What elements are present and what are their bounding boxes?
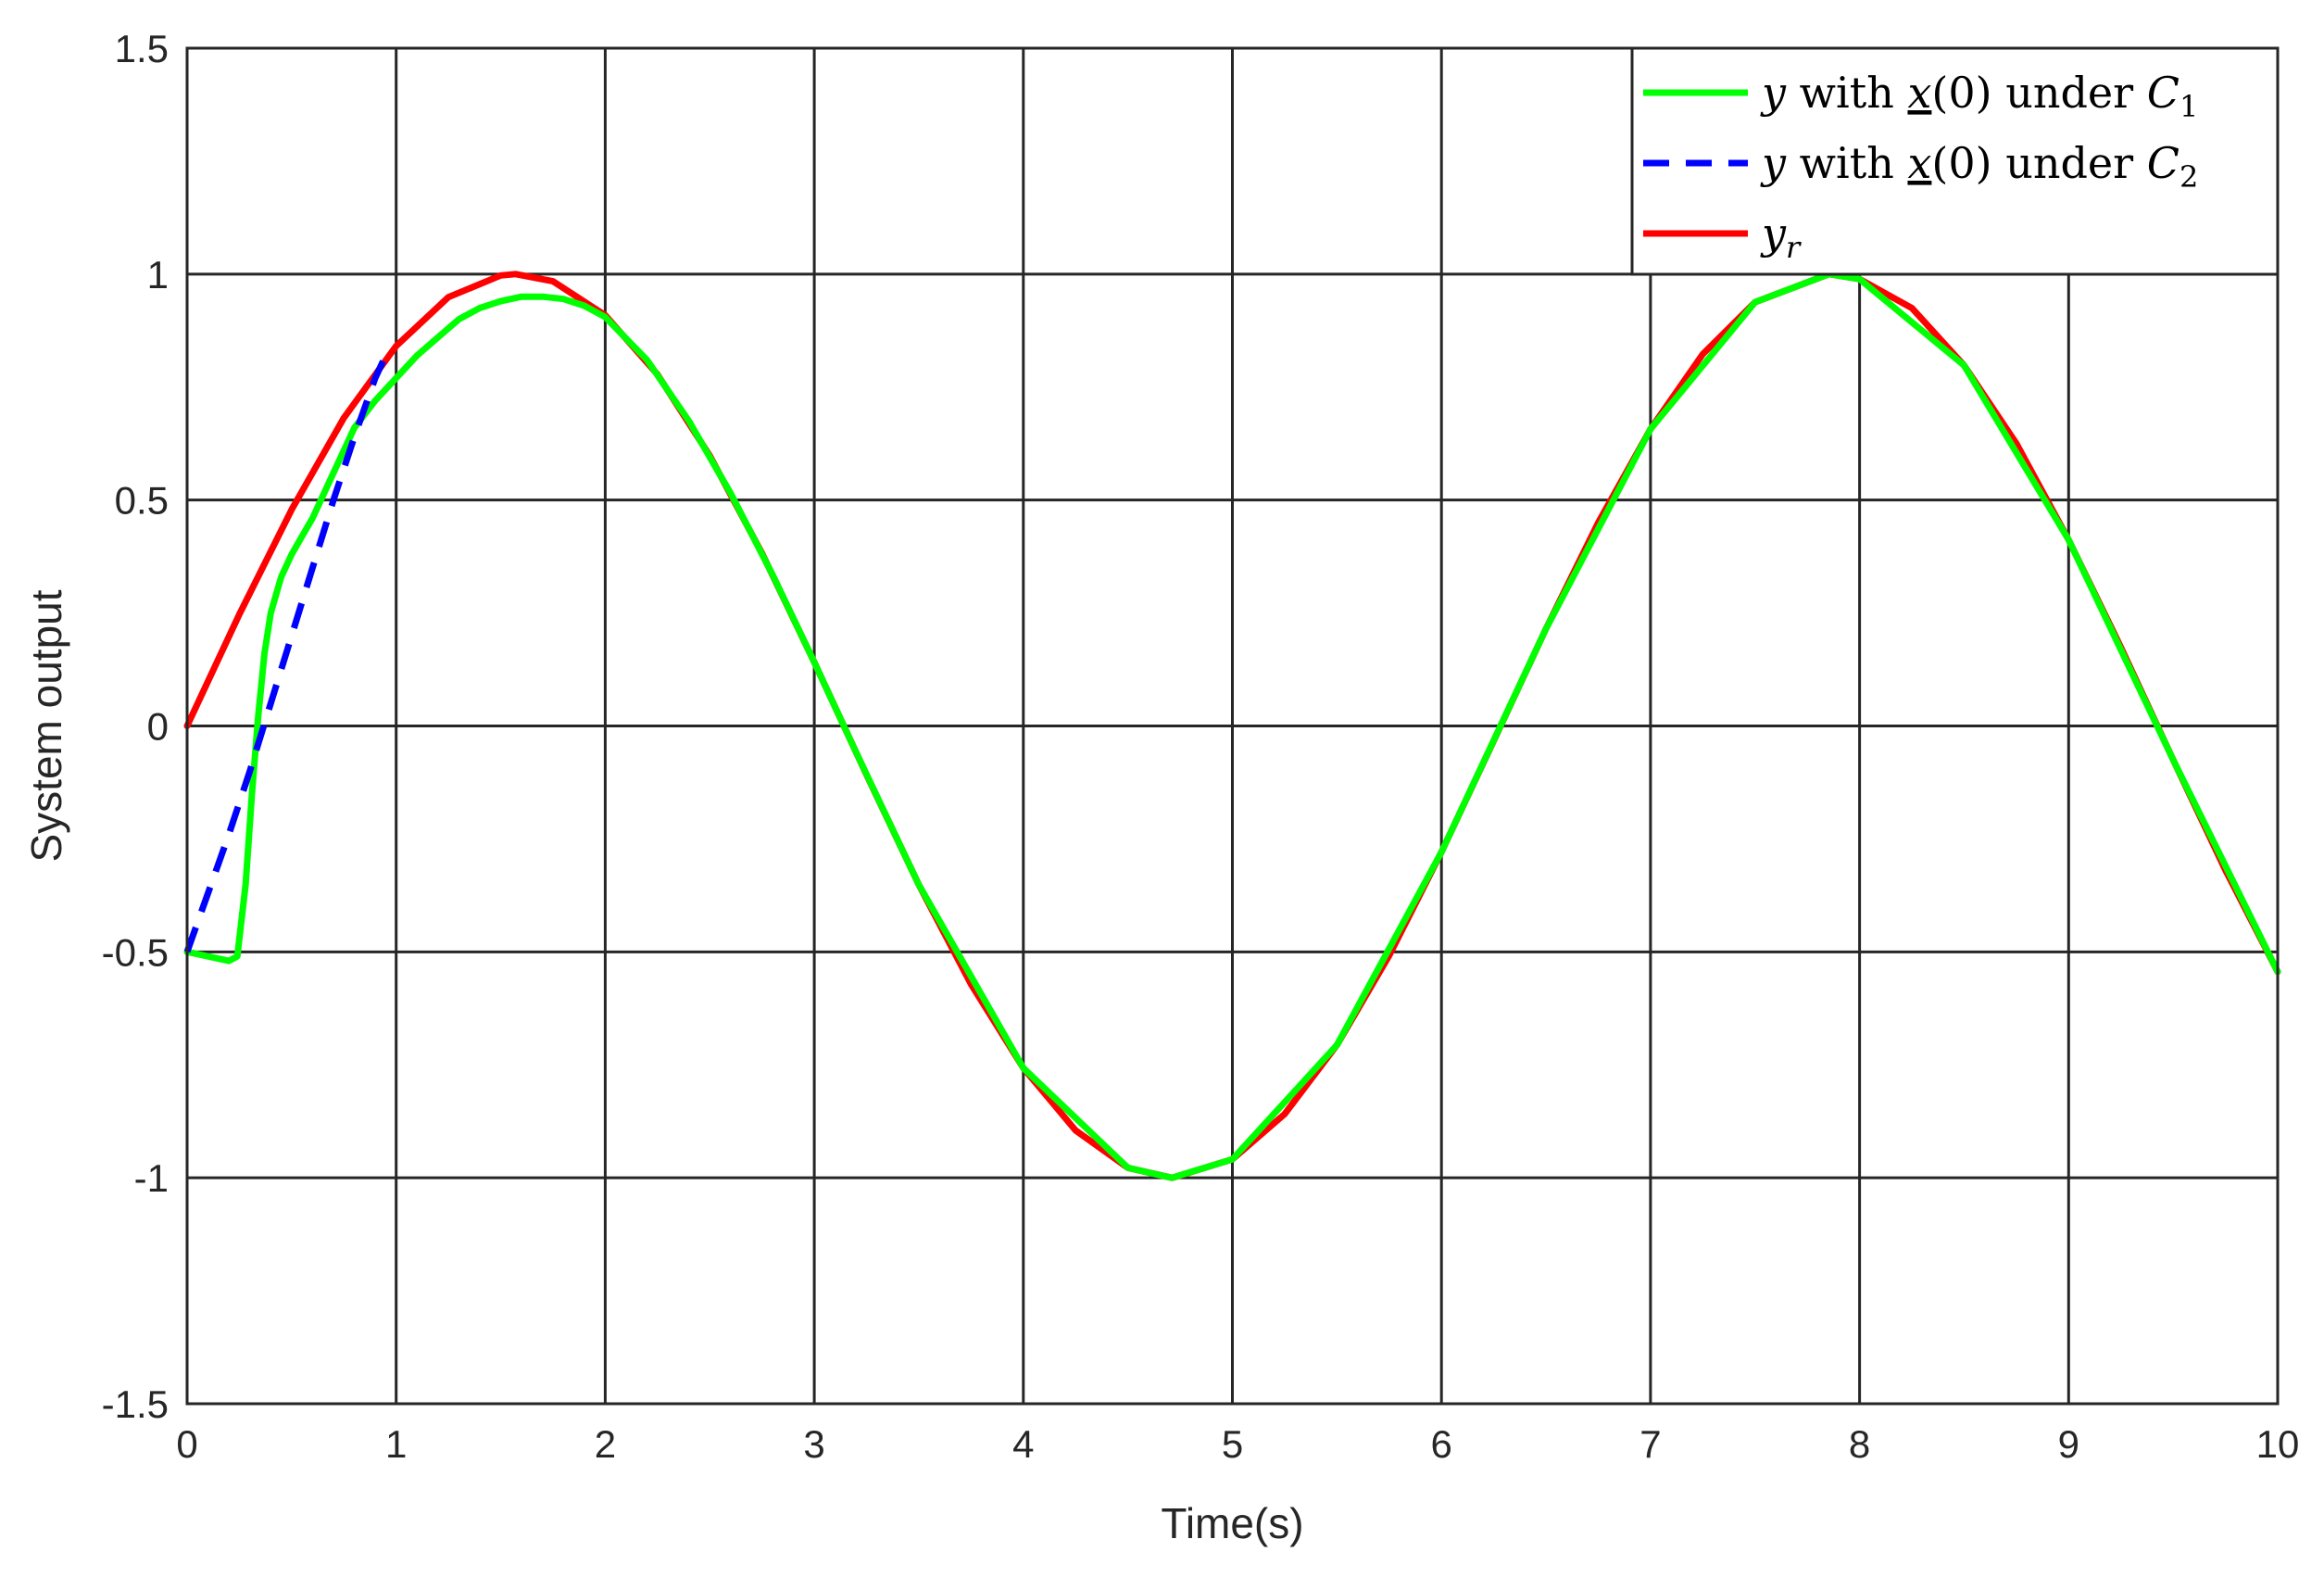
legend-label-3: yr — [1760, 208, 1802, 265]
y-tick-label: -1 — [134, 1156, 169, 1200]
y-tick-label: 1.5 — [115, 27, 169, 70]
x-tick-label: 0 — [176, 1422, 197, 1466]
x-tick-label: 5 — [1222, 1422, 1243, 1466]
y-tick-label: 1 — [147, 253, 169, 296]
legend-label-2: y with x(0) under C2 — [1760, 138, 2198, 195]
legend-label-1: y with x(0) under C1 — [1760, 68, 2198, 124]
x-tick-label: 7 — [1639, 1422, 1661, 1466]
y-tick-label: -1.5 — [102, 1382, 169, 1426]
x-tick-label: 3 — [803, 1422, 824, 1466]
y-tick-label: -0.5 — [102, 930, 169, 974]
legend: y with x(0) under C1 y with x(0) under C2… — [1630, 46, 2280, 276]
x-tick-label: 8 — [1849, 1422, 1870, 1466]
x-tick-label: 10 — [2256, 1422, 2300, 1466]
y-tick-label: 0 — [147, 705, 169, 749]
y-axis-label: System output — [22, 589, 70, 862]
x-tick-label: 1 — [385, 1422, 407, 1466]
x-axis-label: Time(s) — [1161, 1499, 1303, 1547]
x-tick-label: 9 — [2058, 1422, 2079, 1466]
x-tick-label: 2 — [595, 1422, 616, 1466]
series-line-1 — [183, 271, 2281, 1181]
x-tick-label: 4 — [1012, 1422, 1034, 1466]
x-tick-label: 6 — [1431, 1422, 1452, 1466]
plot-frame — [185, 46, 2280, 1406]
series-line-2 — [183, 345, 394, 953]
y-tick-labels: -1.5 -1 -0.5 0 0.5 1 1.5 — [102, 27, 169, 1426]
x-tick-labels: 0 1 2 3 4 5 6 7 8 9 10 — [176, 1422, 2299, 1466]
y-tick-label: 0.5 — [115, 479, 169, 523]
plot-area — [183, 271, 2281, 1181]
